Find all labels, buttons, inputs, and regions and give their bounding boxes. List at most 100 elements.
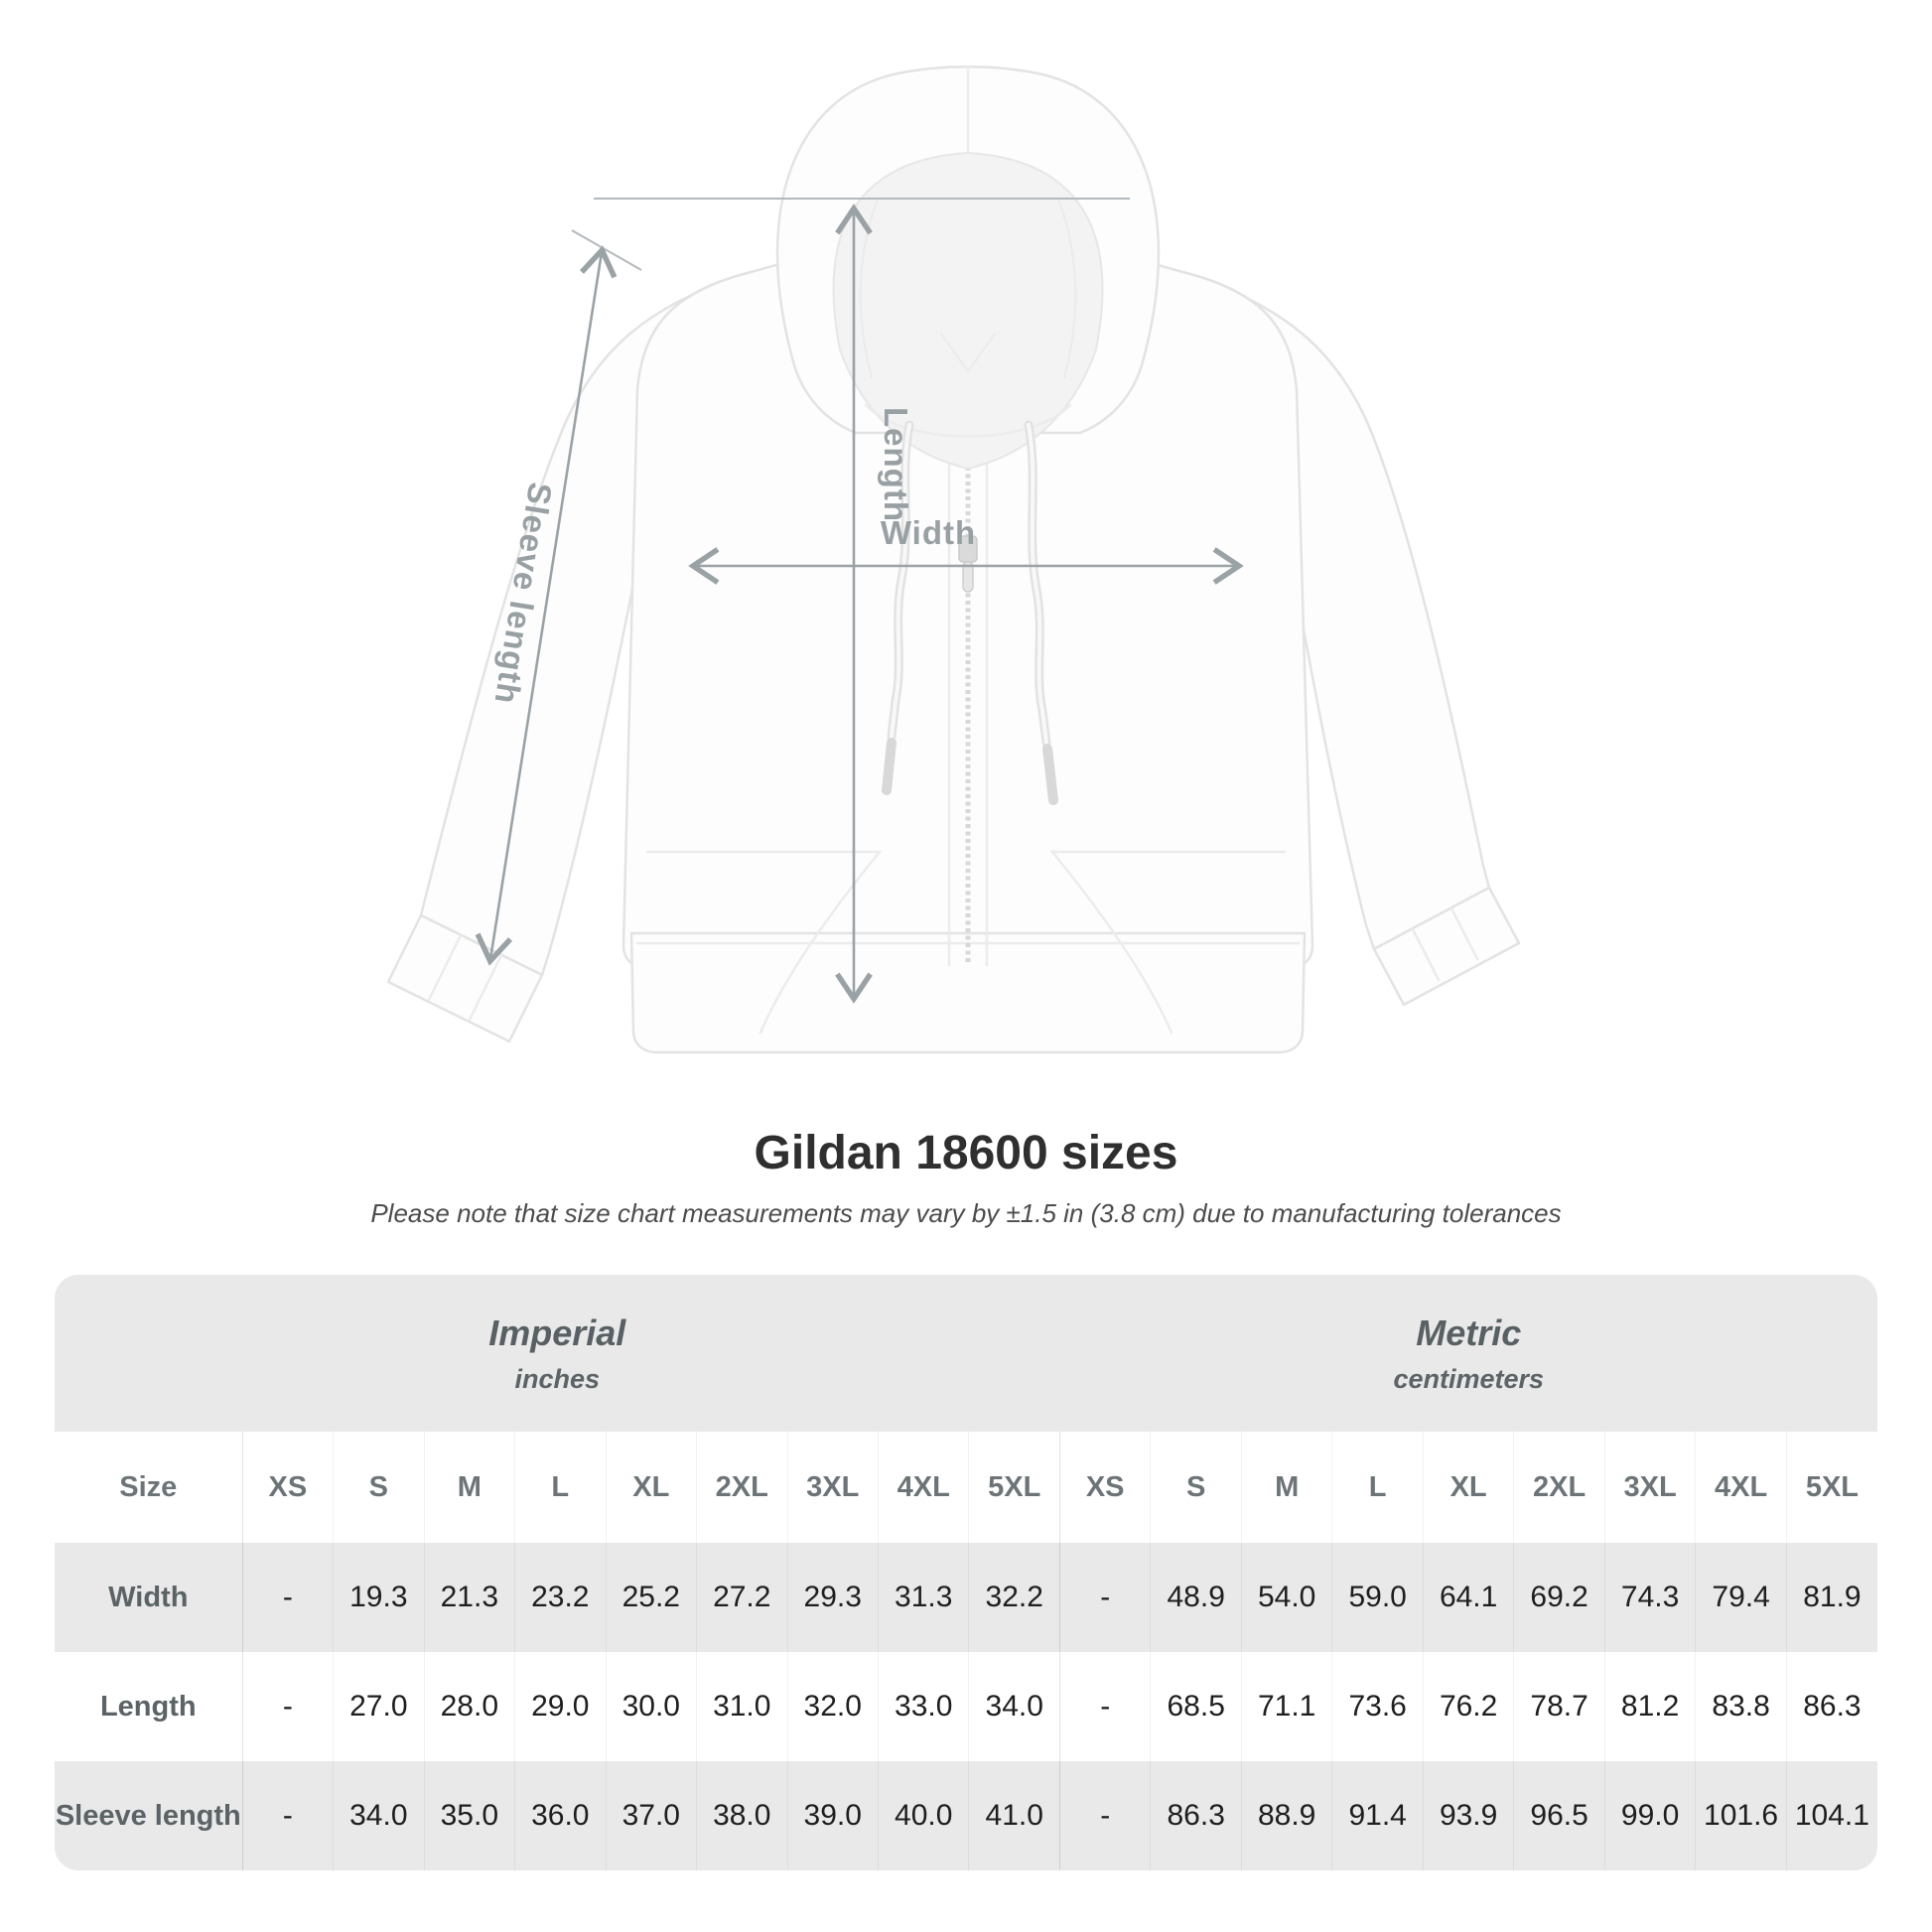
length-imperial-2xl: 31.0 bbox=[696, 1652, 787, 1762]
sleeve-measure-arrow bbox=[490, 252, 602, 959]
width-measure-label: Width bbox=[881, 514, 976, 551]
right-pocket-seam bbox=[1049, 850, 1287, 1035]
sleeve-metric-4xl: 101.6 bbox=[1695, 1761, 1787, 1871]
size-header-imperial-xs: XS bbox=[241, 1432, 334, 1544]
width-imperial-xl: 25.2 bbox=[605, 1543, 697, 1653]
metric-label: Metric bbox=[1416, 1311, 1522, 1353]
sleeve-metric-xl: 93.9 bbox=[1422, 1761, 1514, 1871]
hem-band bbox=[629, 931, 1307, 1054]
width-metric-2xl: 69.2 bbox=[1513, 1543, 1605, 1653]
sleeve-metric-xs: - bbox=[1058, 1761, 1151, 1871]
size-header-imperial-5xl: 5XL bbox=[968, 1432, 1060, 1544]
size-table: Imperial inches Metric centimeters Size … bbox=[55, 1275, 1877, 1871]
size-header-metric-5xl: 5XL bbox=[1785, 1432, 1877, 1544]
size-header-metric-l: L bbox=[1331, 1432, 1424, 1544]
width-metric-xs: - bbox=[1058, 1543, 1151, 1653]
length-imperial-3xl: 32.0 bbox=[786, 1652, 879, 1762]
width-imperial-m: 21.3 bbox=[423, 1543, 515, 1653]
sleeve-metric-s: 86.3 bbox=[1150, 1761, 1242, 1871]
row-label-length: Length bbox=[99, 1690, 197, 1723]
sleeve-imperial-5xl: 41.0 bbox=[968, 1761, 1060, 1871]
sleeve-imperial-l: 36.0 bbox=[514, 1761, 607, 1871]
size-header-metric-2xl: 2XL bbox=[1513, 1432, 1605, 1544]
width-metric-xl: 64.1 bbox=[1422, 1543, 1514, 1653]
size-header-metric-s: S bbox=[1150, 1432, 1242, 1544]
sleeve-imperial-s: 34.0 bbox=[333, 1761, 425, 1871]
sleeve-imperial-3xl: 39.0 bbox=[786, 1761, 879, 1871]
sleeve-imperial-m: 35.0 bbox=[423, 1761, 515, 1871]
length-measure-label: Length bbox=[878, 407, 914, 522]
hoodie-graphic bbox=[386, 66, 1521, 1054]
length-imperial-4xl: 33.0 bbox=[877, 1652, 969, 1762]
size-header-imperial-4xl: 4XL bbox=[877, 1432, 969, 1544]
hoodie-illustration: Length Width Sleeve length bbox=[386, 66, 1521, 1054]
table-row-width: Width - 19.3 21.3 23.2 25.2 27.2 29.3 31… bbox=[55, 1543, 1877, 1653]
sleeve-imperial-xl: 37.0 bbox=[605, 1761, 697, 1871]
length-metric-m: 71.1 bbox=[1240, 1652, 1332, 1762]
imperial-header-cell: Imperial inches bbox=[55, 1275, 1060, 1433]
length-metric-4xl: 83.8 bbox=[1695, 1652, 1787, 1762]
width-imperial-l: 23.2 bbox=[514, 1543, 607, 1653]
row-label-sleeve-length: Sleeve length bbox=[55, 1799, 241, 1832]
sleeve-imperial-2xl: 38.0 bbox=[696, 1761, 787, 1871]
length-imperial-xl: 30.0 bbox=[605, 1652, 697, 1762]
sleeve-shoulder-tick bbox=[571, 229, 642, 271]
width-imperial-xs: - bbox=[241, 1543, 334, 1653]
size-header-row: Size XS S M L XL 2XL 3XL 4XL 5XL XS S M … bbox=[55, 1432, 1877, 1544]
width-imperial-4xl: 31.3 bbox=[877, 1543, 969, 1653]
imperial-unit-label: inches bbox=[514, 1363, 600, 1394]
length-metric-3xl: 81.2 bbox=[1603, 1652, 1696, 1762]
table-row-sleeve-length: Sleeve length - 34.0 35.0 36.0 37.0 38.0… bbox=[55, 1761, 1877, 1871]
size-header-metric-4xl: 4XL bbox=[1695, 1432, 1787, 1544]
width-imperial-5xl: 32.2 bbox=[968, 1543, 1060, 1653]
row-label-width: Width bbox=[108, 1581, 189, 1613]
length-imperial-m: 28.0 bbox=[423, 1652, 515, 1762]
width-metric-3xl: 74.3 bbox=[1603, 1543, 1696, 1653]
width-metric-m: 54.0 bbox=[1240, 1543, 1332, 1653]
metric-header-cell: Metric centimeters bbox=[1059, 1275, 1877, 1433]
sleeve-imperial-xs: - bbox=[241, 1761, 334, 1871]
width-metric-l: 59.0 bbox=[1331, 1543, 1424, 1653]
sleeve-imperial-4xl: 40.0 bbox=[877, 1761, 969, 1871]
length-metric-s: 68.5 bbox=[1150, 1652, 1242, 1762]
length-imperial-l: 29.0 bbox=[514, 1652, 607, 1762]
length-metric-xl: 76.2 bbox=[1422, 1652, 1514, 1762]
sleeve-metric-3xl: 99.0 bbox=[1603, 1761, 1696, 1871]
size-header-metric-xl: XL bbox=[1422, 1432, 1514, 1544]
length-metric-l: 73.6 bbox=[1331, 1652, 1424, 1762]
tolerance-note: Please note that size chart measurements… bbox=[370, 1198, 1562, 1229]
sleeve-metric-5xl: 104.1 bbox=[1785, 1761, 1877, 1871]
length-imperial-5xl: 34.0 bbox=[968, 1652, 1060, 1762]
width-metric-4xl: 79.4 bbox=[1695, 1543, 1787, 1653]
size-header-imperial-l: L bbox=[514, 1432, 607, 1544]
unit-header-row: Imperial inches Metric centimeters bbox=[55, 1275, 1877, 1433]
size-header-metric-xs: XS bbox=[1058, 1432, 1151, 1544]
sleeve-metric-m: 88.9 bbox=[1240, 1761, 1332, 1871]
length-metric-5xl: 86.3 bbox=[1785, 1652, 1877, 1762]
size-header-metric-m: M bbox=[1240, 1432, 1332, 1544]
length-metric-xs: - bbox=[1058, 1652, 1151, 1762]
size-column-header: Size bbox=[55, 1432, 243, 1544]
width-metric-s: 48.9 bbox=[1150, 1543, 1242, 1653]
size-header-imperial-2xl: 2XL bbox=[696, 1432, 787, 1544]
size-header-imperial-xl: XL bbox=[605, 1432, 697, 1544]
size-header-imperial-3xl: 3XL bbox=[786, 1432, 879, 1544]
table-row-length: Length - 27.0 28.0 29.0 30.0 31.0 32.0 3… bbox=[55, 1652, 1877, 1762]
length-imperial-xs: - bbox=[241, 1652, 334, 1762]
imperial-label: Imperial bbox=[488, 1311, 626, 1353]
size-header-imperial-m: M bbox=[423, 1432, 515, 1544]
width-imperial-2xl: 27.2 bbox=[696, 1543, 787, 1653]
length-imperial-s: 27.0 bbox=[333, 1652, 425, 1762]
length-metric-2xl: 78.7 bbox=[1513, 1652, 1605, 1762]
page-title: Gildan 18600 sizes bbox=[754, 1127, 1178, 1179]
size-header-metric-3xl: 3XL bbox=[1603, 1432, 1696, 1544]
sleeve-metric-2xl: 96.5 bbox=[1513, 1761, 1605, 1871]
metric-unit-label: centimeters bbox=[1393, 1363, 1545, 1394]
hood-inner bbox=[832, 152, 1104, 470]
sleeve-metric-l: 91.4 bbox=[1331, 1761, 1424, 1871]
width-metric-5xl: 81.9 bbox=[1785, 1543, 1877, 1653]
width-imperial-3xl: 29.3 bbox=[786, 1543, 879, 1653]
size-header-imperial-s: S bbox=[333, 1432, 425, 1544]
width-imperial-s: 19.3 bbox=[333, 1543, 425, 1653]
hoodie-measurement-diagram: Length Width Sleeve length bbox=[386, 66, 1521, 1054]
